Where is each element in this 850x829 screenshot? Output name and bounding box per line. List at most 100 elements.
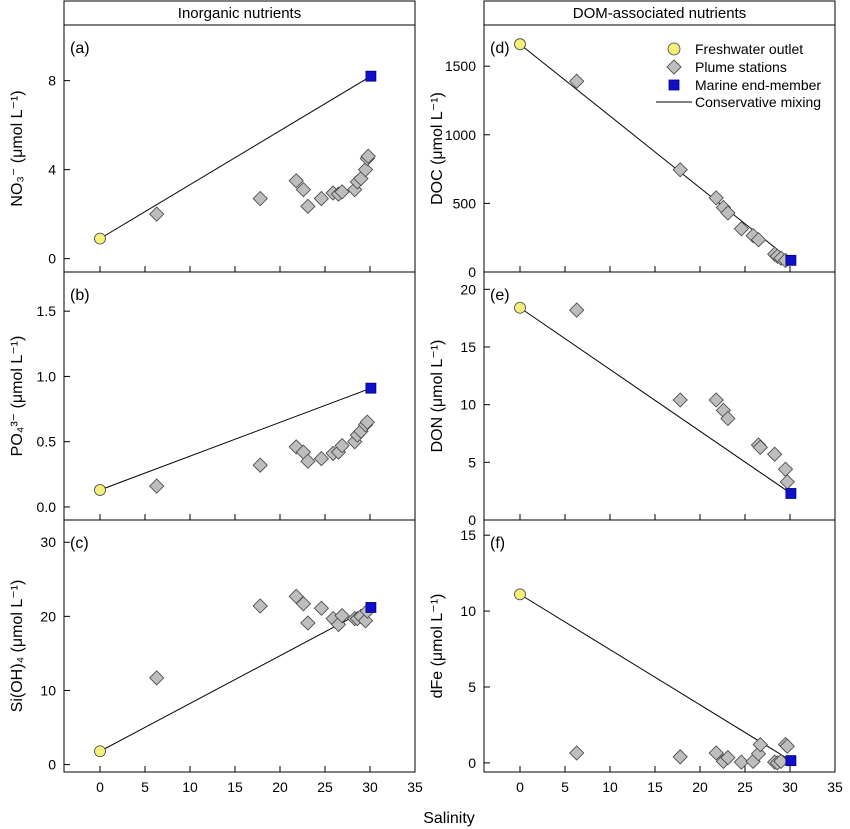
- panel-e-plume-point: [779, 474, 795, 490]
- panel-d-marine-point: [785, 254, 797, 266]
- panel-f-y-axis-label: dFe (μmol L⁻¹): [429, 594, 446, 699]
- panel-a-frame: [63, 24, 416, 273]
- legend-marine-label: Marine end-member: [695, 77, 821, 93]
- panel-d-y-axis-label: DOC (μmol L⁻¹): [429, 92, 446, 205]
- panel-e-freshwater-point: [514, 301, 526, 314]
- panel-f-xtick-label: 10: [602, 779, 618, 795]
- panel-b-plume-point: [334, 437, 350, 454]
- panel-f-plume-point: [779, 738, 795, 754]
- panel-c-freshwater-point: [94, 745, 106, 758]
- panel-c-plume-point: [300, 615, 316, 631]
- header-dom: DOM-associated nutrients: [573, 5, 746, 22]
- panel-f-xtick-label: 5: [561, 779, 569, 795]
- panel-b-ytick-label: 1.5: [37, 303, 57, 319]
- panel-a-plume-point: [357, 162, 374, 178]
- panel-b-ytick-label: 0.0: [37, 499, 57, 515]
- panel-f-ytick-label: 10: [460, 603, 476, 619]
- panel-f-frame: [483, 519, 836, 773]
- panel-e-plume-point: [777, 461, 794, 477]
- panel-e-ytick-label: 5: [468, 454, 476, 470]
- panel-e-plume-point: [708, 392, 724, 408]
- panel-c-mixing-line: [99, 607, 372, 752]
- panel-a-label: (a): [70, 40, 90, 57]
- panel-c-ytick-label: 20: [40, 608, 56, 624]
- panel-a-plume-point: [334, 184, 350, 200]
- panel-b-freshwater-point: [94, 484, 106, 496]
- panel-f-xtick-label: 15: [647, 779, 663, 795]
- panel-f-plume-point: [752, 737, 768, 753]
- panel-f-marine-point: [785, 755, 797, 767]
- panel-e-ytick-label: 20: [460, 281, 476, 297]
- panel-a-plume-point: [313, 190, 330, 207]
- panel-e-plume-point: [569, 302, 585, 318]
- panel-b-plume-point: [313, 451, 330, 467]
- panel-f-ytick-label: 0: [468, 755, 476, 771]
- panel-f-ytick-label: 5: [468, 679, 476, 695]
- legend-freshwater-marker: [667, 42, 681, 56]
- panel-a-plume-point: [149, 206, 165, 222]
- panel-a-ytick-label: 8: [48, 73, 56, 89]
- panel-d: 0 500 1000 1500 (d) DOC (μmol L⁻¹): [429, 24, 836, 280]
- panel-b-mixing-line: [99, 387, 372, 491]
- panel-b-ytick-label: 1.0: [37, 368, 57, 384]
- panel-c-y-axis-label: Si(OH)₄ (μmol L⁻¹): [9, 580, 26, 713]
- legend: Freshwater outlet Plume stations Marine …: [656, 41, 821, 110]
- panel-d-mixing-line: [519, 43, 792, 261]
- panel-b-label: (b): [70, 287, 90, 304]
- panel-c-xtick-label: 15: [227, 779, 243, 795]
- panel-c-xtick-label: 30: [362, 779, 378, 795]
- panel-c-plume-point: [334, 607, 350, 624]
- panel-e-ytick-label: 15: [460, 339, 476, 355]
- panel-d-ytick-label: 500: [453, 195, 477, 211]
- panel-f-plume-point: [720, 749, 736, 766]
- panel-c-xtick-label: 20: [272, 779, 288, 795]
- panel-c-xtick-label: 25: [317, 779, 333, 795]
- x-axis-label: Salinity: [423, 810, 475, 827]
- panel-b-plume-point: [149, 478, 165, 494]
- panel-d-label: (d): [490, 40, 510, 57]
- panel-f: 0 5 10 15 0 5 10 15 20 25 30 35 (f) dFe (μmol L⁻¹): [429, 519, 843, 795]
- panel-e-marine-point: [785, 488, 797, 499]
- panel-b-ytick-label: 0.5: [37, 434, 57, 450]
- header-box-left: [63, 0, 416, 26]
- panel-d-plume-point: [733, 221, 750, 237]
- panel-a-ytick-label: 4: [48, 162, 56, 178]
- panel-c-xtick-label: 0: [96, 779, 104, 795]
- panel-e-y-axis-label: DON (μmol L⁻¹): [429, 340, 446, 453]
- panel-f-xtick-label: 0: [516, 779, 524, 795]
- panel-e-plume-point: [720, 410, 736, 427]
- panel-b: 0.0 0.5 1.0 1.5 (b) PO₄³⁻ (μmol L⁻¹): [9, 271, 416, 521]
- legend-mixing-label: Conservative mixing: [695, 94, 821, 110]
- legend-freshwater-label: Freshwater outlet: [695, 41, 803, 57]
- panel-d-plume-point: [720, 205, 736, 221]
- panel-a-marine-point: [365, 70, 377, 82]
- panel-c-marine-point: [365, 602, 377, 613]
- panel-b-plume-point: [300, 453, 316, 469]
- panel-d-ytick-label: 1500: [445, 58, 476, 74]
- panel-f-xtick-label: 30: [782, 779, 798, 795]
- panel-c-xtick-label: 35: [407, 779, 423, 795]
- panels: 0 4 8 (a) NO₃⁻ (μmol L⁻¹) 0.0 0.5 1.0 1.5 (b) PO₄³…: [9, 24, 843, 795]
- panel-e-ytick-label: 0: [468, 512, 476, 528]
- panel-e-mixing-line: [519, 307, 792, 494]
- panel-b-marine-point: [365, 382, 377, 394]
- panel-c-ytick-label: 30: [40, 534, 56, 550]
- panel-a-plume-point: [288, 173, 304, 189]
- panel-d-plume-point: [750, 232, 767, 248]
- panel-e-plume-point: [672, 392, 688, 408]
- panel-f-plume-point: [708, 745, 724, 761]
- panel-c-plume-point: [313, 600, 330, 616]
- panel-f-xtick-label: 35: [827, 779, 843, 795]
- panel-a: 0 4 8 (a) NO₃⁻ (μmol L⁻¹): [9, 24, 416, 273]
- panel-b-y-axis-label: PO₄³⁻ (μmol L⁻¹): [9, 336, 26, 457]
- panel-e-plume-point: [752, 439, 768, 455]
- panel-e-label: (e): [490, 287, 510, 304]
- panel-a-plume-point: [252, 190, 268, 207]
- panel-e-plume-point: [767, 446, 783, 462]
- panel-f-freshwater-point: [514, 588, 526, 601]
- header-box-right: [483, 0, 836, 26]
- panel-a-plume-point: [295, 182, 312, 198]
- legend-plume-marker: [666, 59, 682, 75]
- panel-d-ytick-label: 1000: [445, 127, 476, 143]
